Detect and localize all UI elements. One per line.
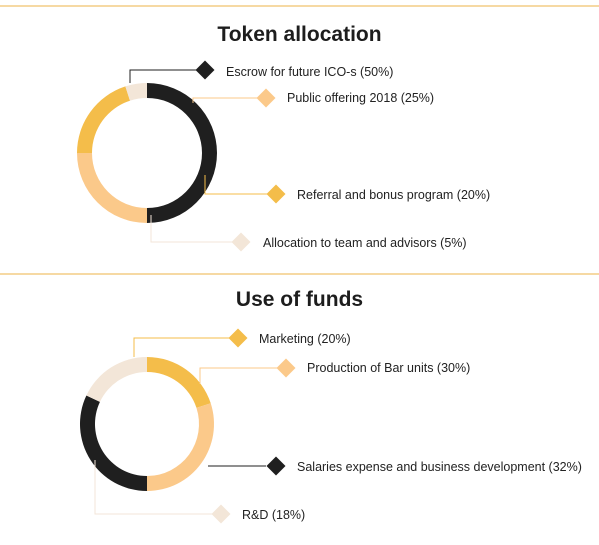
use-of-funds-title: Use of funds xyxy=(235,288,364,311)
slice-label-salaries-expense-and-business-development: Salaries expense and business developmen… xyxy=(297,460,582,474)
slice-label-escrow-for-future-ico-s: Escrow for future ICO-s (50%) xyxy=(226,65,393,79)
legend-diamond-icon xyxy=(228,328,248,348)
leader-line-marketing xyxy=(133,337,229,357)
slice-escrow-for-future-ico-s xyxy=(147,83,217,223)
slice-production-of-bar-units xyxy=(147,403,214,491)
legend-diamond-icon xyxy=(195,60,215,80)
slice-label-allocation-to-team-and-advisors: Allocation to team and advisors (5%) xyxy=(263,236,467,250)
slice-r-d xyxy=(86,357,147,402)
leader-line-public-offering-2018 xyxy=(192,97,258,103)
leader-line-escrow-for-future-ico-s xyxy=(129,69,197,83)
use-of-funds-donut: Marketing (20%) Production of Bar units (… xyxy=(79,328,582,524)
leader-line-r-d xyxy=(94,460,212,515)
slice-public-offering-2018 xyxy=(77,153,147,223)
leader-line-production-of-bar-units xyxy=(199,367,277,384)
slice-label-production-of-bar-units: Production of Bar units (30%) xyxy=(307,361,470,375)
token-allocation-donut: Escrow for future ICO-s (50%) Public offe… xyxy=(77,60,490,252)
slice-salaries-expense-and-business-development xyxy=(79,395,147,491)
top-divider xyxy=(0,5,599,7)
slice-allocation-to-team-and-advisors xyxy=(125,83,147,101)
leader-line-allocation-to-team-and-advisors xyxy=(150,215,232,243)
legend-diamond-icon xyxy=(256,88,276,108)
leader-line-referral-and-bonus-program xyxy=(204,175,267,195)
slice-referral-and-bonus-program xyxy=(77,86,131,153)
middle-divider xyxy=(0,273,599,275)
slice-marketing xyxy=(147,357,211,408)
legend-diamond-icon xyxy=(231,232,251,252)
legend-diamond-icon xyxy=(211,504,231,524)
token-allocation-title: Token allocation xyxy=(217,23,382,46)
slice-label-referral-and-bonus-program: Referral and bonus program (20%) xyxy=(297,188,490,202)
slice-label-marketing: Marketing (20%) xyxy=(259,332,351,346)
legend-diamond-icon xyxy=(266,184,286,204)
slice-label-r-d: R&D (18%) xyxy=(242,508,305,522)
legend-diamond-icon xyxy=(266,456,286,476)
slice-label-public-offering-2018: Public offering 2018 (25%) xyxy=(287,91,434,105)
legend-diamond-icon xyxy=(276,358,296,378)
